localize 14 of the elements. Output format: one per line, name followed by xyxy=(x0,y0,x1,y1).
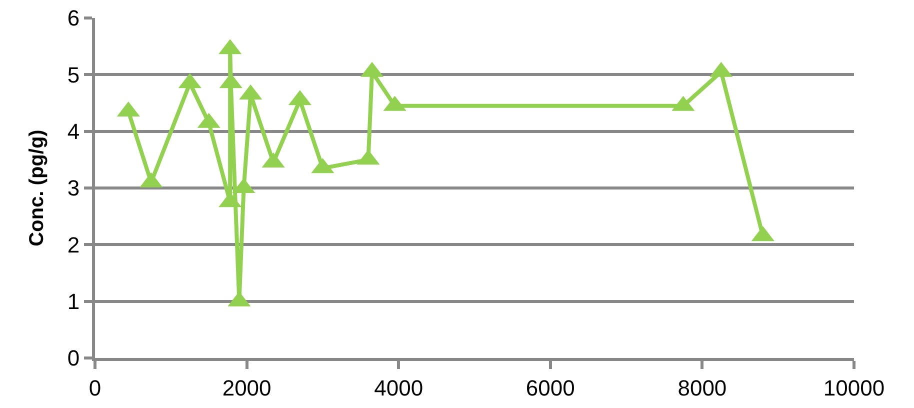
y-tick-label: 5 xyxy=(67,62,80,88)
x-tick-label: 2000 xyxy=(222,375,272,400)
x-tick-label: 0 xyxy=(88,375,102,400)
y-tick-label: 1 xyxy=(67,289,80,314)
y-tick-label: 3 xyxy=(67,176,80,201)
y-axis-title: Conc. (pg/g) xyxy=(26,130,48,246)
y-tick-label: 6 xyxy=(67,6,80,31)
y-tick-label: 0 xyxy=(67,346,80,371)
y-tick-label: 4 xyxy=(67,119,80,144)
x-tick-label: 10000 xyxy=(823,375,885,400)
x-tick-label: 6000 xyxy=(526,375,575,400)
x-tick-label: 4000 xyxy=(374,375,424,400)
x-tick-label: 8000 xyxy=(678,375,727,400)
y-tick-label: 2 xyxy=(67,232,80,258)
